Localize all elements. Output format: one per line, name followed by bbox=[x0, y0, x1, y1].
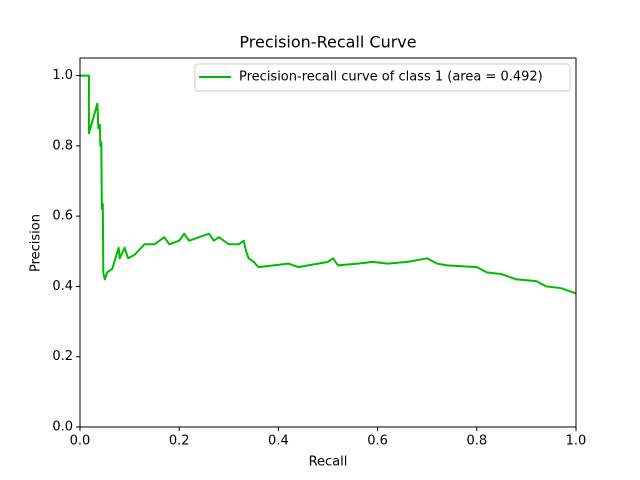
chart-title: Precision-Recall Curve bbox=[239, 33, 416, 52]
x-axis-label: Recall bbox=[309, 455, 348, 470]
y-tick-label: 1.0 bbox=[52, 68, 73, 83]
legend-box bbox=[194, 63, 571, 92]
x-tick-label: 0.4 bbox=[268, 434, 289, 449]
x-tick-label: 0.6 bbox=[367, 434, 388, 449]
y-tick-label: 0.6 bbox=[52, 209, 73, 224]
y-axis-label: Precision bbox=[29, 214, 44, 272]
axes-frame bbox=[79, 57, 577, 428]
y-tick-label: 0.4 bbox=[52, 279, 73, 294]
y-tick-label: 0.2 bbox=[52, 349, 73, 364]
x-tick-label: 1.0 bbox=[566, 434, 587, 449]
x-tick-label: 0.2 bbox=[169, 434, 190, 449]
y-tick-label: 0.8 bbox=[52, 138, 73, 153]
x-tick-label: 0.0 bbox=[70, 434, 91, 449]
legend-label: Precision-recall curve of class 1 (area … bbox=[239, 70, 543, 85]
y-tick-label: 0.0 bbox=[52, 420, 73, 435]
x-tick-label: 0.8 bbox=[466, 434, 487, 449]
pr-curve bbox=[80, 74, 577, 295]
